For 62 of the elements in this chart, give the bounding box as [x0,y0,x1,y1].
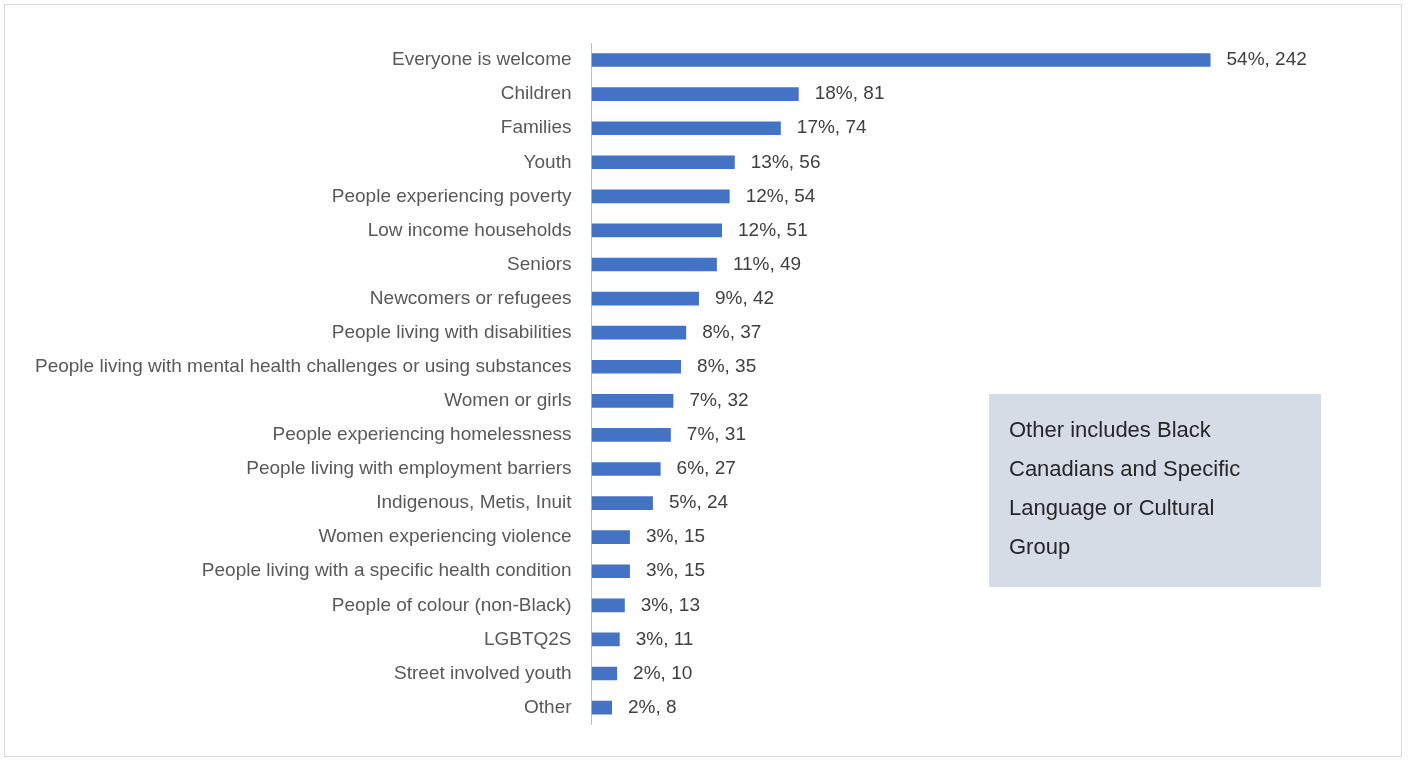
data-label: 3%, 15 [645,559,706,581]
annotation: Other includes Black Canadians and Specific Language or Cultural Group [1009,417,1241,559]
data-label: 3%, 15 [645,525,706,547]
bar [591,87,799,101]
y-tick-label: People of colour (non-Black) [331,593,572,615]
y-tick-label: Everyone is welcome [392,48,572,70]
y-tick-label: Families [500,116,572,138]
data-label: 11%, 49 [732,252,802,274]
data-label: 18%, 81 [814,82,885,104]
bar [591,496,653,510]
data-label: 12%, 54 [745,184,816,206]
data-label: 3%, 11 [635,627,694,649]
bar [591,428,671,442]
y-tick-label: Children [500,82,572,104]
y-tick-label: People experiencing poverty [331,184,573,206]
data-label: 54%, 242 [1226,48,1307,70]
bar [591,462,661,476]
note-box: Other includes Black Canadians and Specific Language or Cultural Group [989,394,1321,587]
data-label: 5%, 24 [668,491,729,513]
bar [591,155,735,170]
bar [591,223,722,238]
data-label: 12%, 51 [737,218,808,240]
bar [591,359,682,374]
bar [591,598,625,613]
bar [591,325,687,340]
data-label: 6%, 27 [676,457,736,479]
bar [591,121,781,136]
bar [591,53,1211,67]
bar [591,257,717,272]
bar [591,291,699,306]
data-label: 8%, 37 [702,320,762,342]
y-tick-label: Women or girls [444,389,572,411]
data-label: 8%, 35 [697,354,757,376]
y-tick-label: Indigenous, Metis, Inuit [376,491,573,513]
data-label: 2%, 10 [633,661,693,683]
bar [591,700,613,715]
bar [591,632,620,647]
bar [591,189,730,204]
data-label: 7%, 31 [686,423,746,445]
data-label: 2%, 8 [628,695,677,717]
data-label: 9%, 42 [714,286,775,308]
data-label: 3%, 13 [640,593,700,615]
bar [591,666,618,681]
data-label: 17%, 74 [796,116,867,138]
y-tick-label: Low income households [367,218,572,240]
data-label: 13%, 56 [750,150,821,172]
data-label: 7%, 32 [689,389,749,411]
y-tick-label: Other [524,695,573,717]
y-tick-label: People living with employment barriers [246,457,572,479]
y-tick-label: People living with mental health challenges or using substances [35,354,572,376]
y-tick-label: Newcomers or refugees [369,286,572,308]
bar [591,394,674,408]
y-tick-label: Women experiencing violence [318,525,572,547]
y-tick-label: Seniors [507,252,572,274]
bar [591,564,630,579]
y-tick-label: People living with disabilities [331,320,572,342]
bar [591,530,630,544]
y-tick-label: Youth [523,150,572,172]
y-tick-label: People living with a specific health condition [201,559,572,581]
y-tick-label: People experiencing homelessness [272,423,572,445]
y-tick-label: LGBTQ2S [483,627,572,649]
y-tick-label: Street involved youth [394,661,572,683]
